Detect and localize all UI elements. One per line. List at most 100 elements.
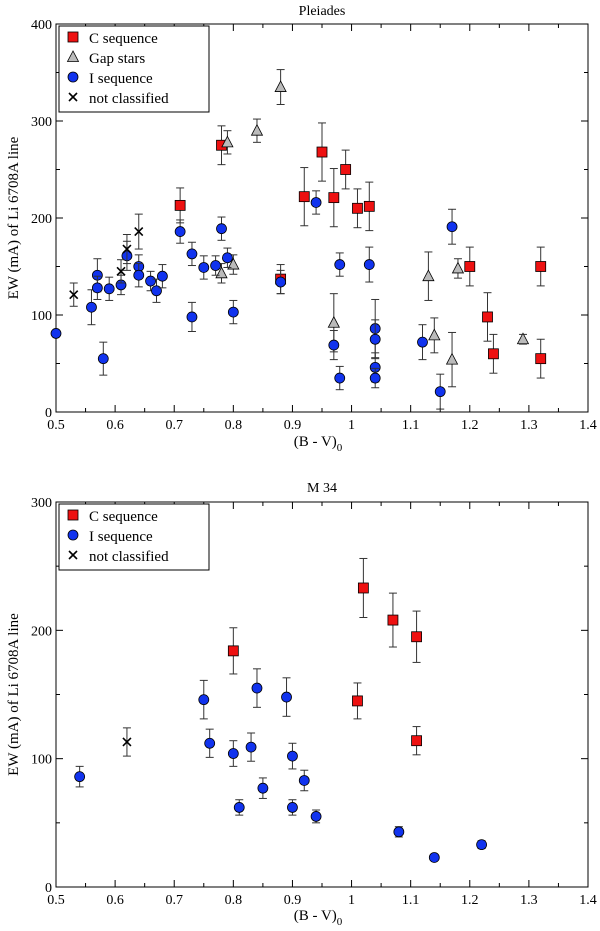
data-point [535,261,547,272]
x-tick-label: 1.1 [402,893,420,908]
data-point [74,771,86,783]
data-point [281,691,292,703]
data-point [221,135,234,148]
data-point [451,261,465,274]
data-point [274,80,287,92]
data-point [69,290,79,300]
data-point [535,353,547,365]
x-tick-label: 1.3 [520,418,538,433]
data-point [327,315,340,328]
legend-label: Gap stars [89,51,145,67]
legend-label: I sequence [89,529,153,545]
m34-panel: M 34 0.5 0.6 0.7 0.8 0.9 1 1.1 1.2 1.3 1.4 0 100 200 3… [6,481,597,928]
x-tick-label: 1.2 [461,893,479,908]
x-tick-label: 1.4 [579,893,597,908]
data-point [97,353,109,365]
data-point [363,259,375,270]
data-point [250,123,264,136]
data-point [334,259,346,270]
legend-marker [68,92,78,102]
y-tick-label: 400 [31,18,52,33]
data-point [445,352,459,365]
legend-box [58,503,210,571]
data-point [227,645,239,657]
data-point [233,802,245,813]
data-point [352,202,363,214]
data-point [186,311,198,323]
data-point-stroke-b [69,290,79,300]
legend-marker [66,50,80,62]
data-point [310,197,322,208]
data-point [298,191,310,203]
data-point [122,737,132,747]
series-gap-stars [215,69,530,388]
data-point [122,244,132,254]
legend-box [58,25,210,113]
data-point-stroke-b [134,227,144,237]
y-tick-label: 100 [31,753,52,768]
data-point [116,266,126,276]
x-tick-label: 0.6 [106,418,124,433]
data-point [516,332,530,345]
data-point [298,775,310,786]
x-axis-label: (B - V)0 [294,434,343,454]
x-tick-label: 0.7 [165,893,183,908]
data-point [210,260,222,271]
x-tick-label: 1.4 [579,418,597,433]
legend-item: not classified [68,549,169,565]
y-tick-label: 0 [45,881,52,896]
data-point [245,741,257,753]
data-point-stroke-b [116,266,126,276]
data-point [328,339,340,351]
y-tick-label: 200 [31,212,52,227]
legend-label: C sequence [89,31,158,47]
data-point [134,227,144,237]
legend-item: not classified [68,91,169,107]
data-point [222,252,233,264]
legend-marker [67,509,79,521]
data-point [328,192,340,204]
legend-marker-stroke-b [68,92,78,102]
data-point [352,695,363,707]
data-point [482,311,493,323]
data-point [476,839,488,851]
x-tick-label: 1 [348,418,355,433]
data-point [198,262,210,273]
legend-item: C sequence [67,31,158,47]
data-point [369,333,381,345]
data-point [434,386,446,398]
legend-marker [67,71,79,83]
legend: C sequence Gap stars I sequence not classif… [58,25,210,113]
legend-label: I sequence [89,71,153,87]
data-point [316,146,328,158]
data-point [50,328,62,339]
x-tick-label: 0.5 [47,418,65,433]
y-tick-label: 300 [31,496,52,511]
x-tick-label: 1.1 [402,418,420,433]
legend-marker [68,550,78,560]
series-c-sequence [227,557,422,756]
series-i-sequence [50,190,458,410]
legend-label: not classified [89,91,169,107]
data-point [151,285,162,297]
legend-label: not classified [89,549,169,565]
x-tick-label: 0.5 [47,893,65,908]
x-tick-label: 0.8 [225,893,243,908]
series-c-sequence [174,122,547,379]
x-tick-label: 0.8 [225,418,243,433]
data-point [186,248,198,260]
data-point [257,782,269,794]
data-point [428,328,441,341]
x-axis: 0.5 0.6 0.7 0.8 0.9 1 1.1 1.2 1.3 1.4 [47,502,597,908]
data-point [216,223,227,235]
x-tick-label: 0.7 [165,418,183,433]
data-point [227,306,239,318]
data-point [417,336,428,348]
data-point [446,221,458,233]
legend-marker-stroke-b [68,550,78,560]
x-tick-label: 1.2 [461,418,479,433]
legend-item: I sequence [67,529,153,545]
chart-title: Pleiades [299,4,346,19]
series-not-classified [69,213,144,307]
data-point [422,269,435,282]
